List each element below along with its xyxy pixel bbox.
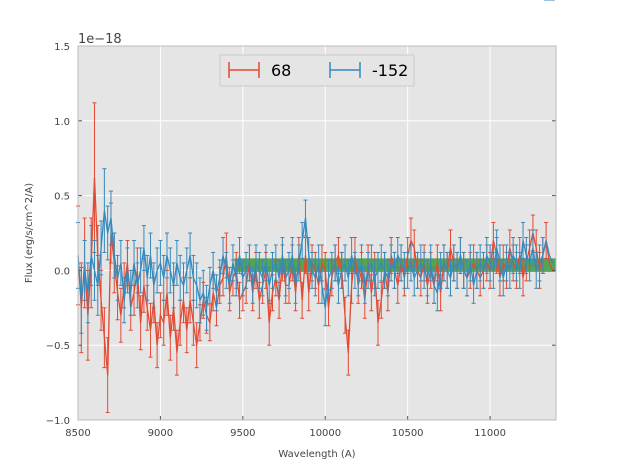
plot-frame: [77, 45, 557, 421]
plot-background: [78, 46, 556, 420]
y-tick-label: −0.5: [46, 341, 70, 352]
x-tick-label: 11000: [474, 428, 506, 439]
x-tick-label: 10000: [309, 428, 341, 439]
y-tick-label: 1.0: [54, 117, 70, 128]
legend-entry-series-2: -152: [329, 61, 408, 80]
series-2-line: [77, 210, 554, 308]
chart-legend: 68 -152: [219, 54, 415, 87]
x-tick-label: 9500: [230, 428, 255, 439]
y-tick-label: 0.0: [54, 266, 70, 277]
x-tick-label: 10500: [392, 428, 424, 439]
y-axis-ticks: −1.0 −0.5 0.0 0.5 1.0 1.5: [46, 42, 556, 427]
legend-label-series-2: -152: [372, 61, 408, 80]
legend-entry-series-1: 68: [228, 61, 291, 80]
x-tick-label: 9000: [148, 428, 173, 439]
y-axis-label: Flux (erg/s/cm^2/A): [24, 183, 35, 283]
legend-label-series-1: 68: [271, 61, 291, 80]
y-tick-label: 0.5: [54, 192, 70, 203]
series-layer: [76, 0, 555, 414]
y-tick-label: −1.0: [46, 416, 70, 427]
y-tick-label: 1.5: [54, 42, 70, 53]
series-2-group: [76, 0, 555, 334]
x-tick-label: 8500: [65, 428, 90, 439]
x-axis-label: Wavelength (A): [278, 449, 355, 460]
x-axis-ticks: 8500 9000 9500 10000 10500 11000: [65, 416, 506, 439]
y-scale-offset-label: 1e−18: [78, 32, 122, 47]
